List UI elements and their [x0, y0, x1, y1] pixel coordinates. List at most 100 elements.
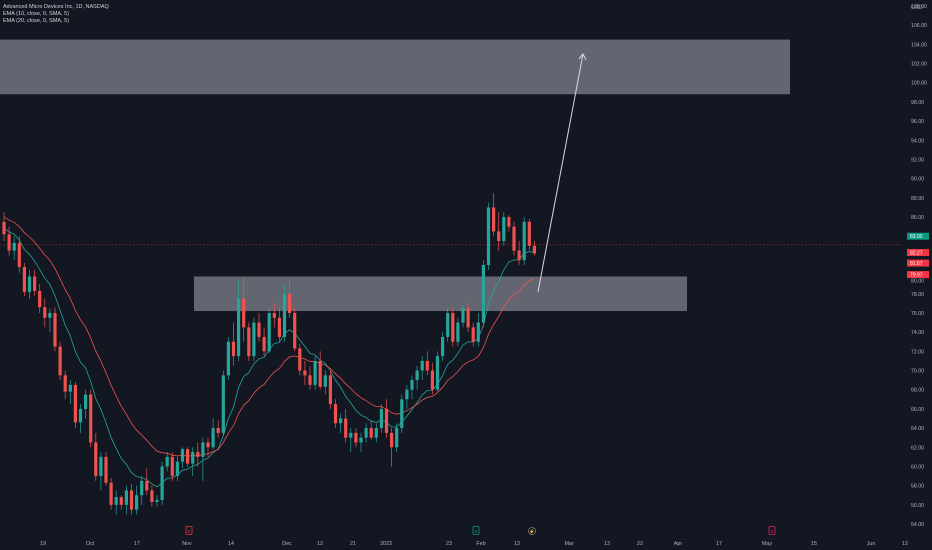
candle[interactable] — [481, 260, 485, 328]
candle[interactable] — [226, 336, 230, 381]
candle[interactable] — [486, 202, 491, 270]
candle[interactable] — [129, 483, 134, 515]
ema-fast-legend[interactable]: EMA (10, close, 0, SMA, 5) — [3, 11, 70, 17]
candle[interactable] — [73, 382, 77, 429]
candle[interactable] — [425, 351, 429, 376]
candle[interactable] — [231, 322, 236, 366]
projection-arrow[interactable] — [537, 53, 587, 292]
candle[interactable] — [196, 442, 200, 467]
candle[interactable] — [140, 476, 144, 505]
candle[interactable] — [282, 284, 287, 342]
candle[interactable] — [379, 404, 383, 433]
candle[interactable] — [84, 389, 88, 419]
candle[interactable] — [99, 452, 103, 491]
candle[interactable] — [38, 284, 42, 313]
candle[interactable] — [63, 370, 67, 400]
candle[interactable] — [405, 384, 409, 409]
candle[interactable] — [288, 279, 292, 318]
candle[interactable] — [461, 305, 465, 328]
candle[interactable] — [400, 394, 404, 433]
time-axis[interactable]: 19 Oct 17 Nov 14 Dec 12 21 2023 23 Feb 13 Mar 13 22 Apr… — [40, 541, 908, 547]
candle[interactable] — [242, 276, 246, 342]
candle[interactable] — [359, 432, 363, 453]
candle[interactable] — [308, 365, 312, 390]
candle[interactable] — [420, 356, 424, 381]
dividend-badge[interactable]: ⚡ — [528, 527, 536, 536]
candle[interactable] — [476, 312, 480, 347]
candle[interactable] — [435, 351, 440, 392]
candle[interactable] — [527, 218, 531, 251]
candle[interactable] — [349, 428, 353, 453]
candle[interactable] — [247, 322, 251, 361]
candle[interactable] — [43, 298, 47, 328]
candle[interactable] — [58, 341, 62, 381]
candle[interactable] — [175, 456, 179, 481]
candle[interactable] — [17, 236, 21, 273]
candle[interactable] — [237, 279, 241, 361]
candle[interactable] — [155, 495, 159, 507]
candle[interactable] — [272, 303, 276, 328]
candle[interactable] — [109, 477, 113, 510]
candle[interactable] — [395, 423, 399, 453]
earnings-badge-1[interactable]: E — [185, 526, 193, 535]
candle[interactable] — [7, 226, 11, 256]
candle[interactable] — [186, 447, 190, 467]
candle[interactable] — [150, 485, 154, 507]
candle[interactable] — [456, 317, 460, 347]
candle[interactable] — [257, 312, 261, 342]
candle[interactable] — [369, 420, 373, 440]
candle[interactable] — [339, 413, 343, 433]
candle[interactable] — [191, 447, 195, 477]
candle[interactable] — [410, 375, 414, 400]
candle[interactable] — [517, 241, 521, 265]
candle[interactable] — [497, 212, 501, 251]
candle[interactable] — [48, 308, 52, 333]
candle[interactable] — [492, 193, 496, 237]
candle[interactable] — [532, 241, 536, 256]
candle[interactable] — [211, 418, 215, 450]
candle[interactable] — [471, 322, 475, 347]
candle[interactable] — [390, 428, 394, 467]
candle[interactable] — [119, 495, 123, 510]
candle[interactable] — [522, 217, 526, 265]
candle[interactable] — [313, 356, 317, 390]
candlesticks[interactable] — [2, 193, 536, 515]
candle[interactable] — [165, 452, 169, 472]
candle[interactable] — [344, 408, 348, 443]
candle[interactable] — [135, 485, 139, 515]
candle[interactable] — [323, 370, 327, 395]
candle[interactable] — [216, 420, 220, 438]
candle[interactable] — [206, 437, 210, 457]
candle[interactable] — [104, 452, 108, 486]
candle[interactable] — [384, 399, 389, 438]
candle[interactable] — [170, 452, 174, 481]
candle[interactable] — [262, 327, 266, 357]
candle[interactable] — [451, 308, 455, 347]
ema-slow-legend[interactable]: EMA (20, close, 0, SMA, 5) — [3, 18, 70, 24]
candle[interactable] — [333, 399, 338, 429]
candle[interactable] — [160, 461, 164, 505]
earnings-badge-2[interactable]: E — [472, 526, 480, 535]
candle[interactable] — [68, 380, 72, 405]
candle[interactable] — [303, 360, 307, 385]
middle-zone[interactable] — [194, 276, 687, 312]
candle[interactable] — [201, 437, 205, 481]
candle[interactable] — [364, 423, 368, 443]
candle[interactable] — [374, 423, 378, 443]
candle[interactable] — [33, 269, 37, 296]
support-resistance-zones[interactable] — [0, 39, 790, 312]
candle[interactable] — [328, 370, 332, 409]
candle[interactable] — [12, 236, 16, 261]
candle[interactable] — [124, 485, 128, 515]
candle[interactable] — [22, 263, 26, 296]
candle[interactable] — [502, 212, 506, 246]
candle[interactable] — [267, 308, 271, 354]
candle[interactable] — [512, 221, 516, 256]
upper-zone[interactable] — [0, 39, 790, 95]
candle[interactable] — [53, 307, 57, 352]
candle[interactable] — [277, 308, 281, 342]
candle[interactable] — [2, 212, 6, 242]
candle[interactable] — [318, 351, 322, 390]
